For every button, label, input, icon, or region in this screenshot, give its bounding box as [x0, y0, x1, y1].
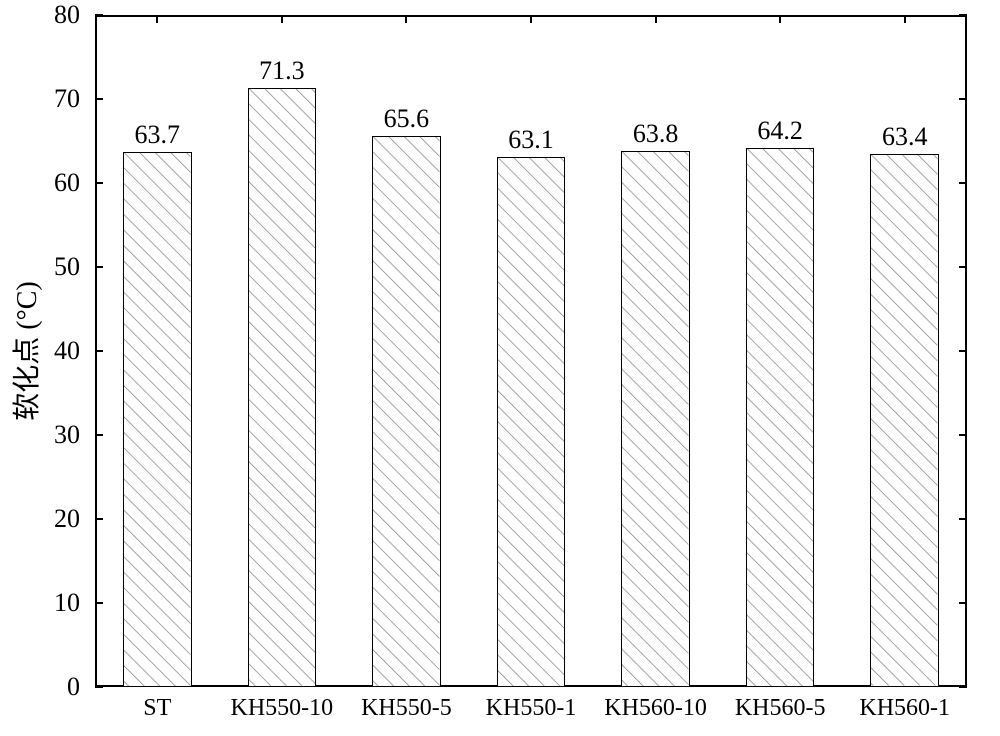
bar-hatch [498, 158, 565, 686]
y-tick-mark [95, 350, 103, 352]
bar-hatch [373, 137, 440, 686]
x-tick-label: KH550-5 [361, 695, 452, 722]
x-tick-mark [530, 15, 532, 23]
bar-value-label: 71.3 [259, 56, 305, 86]
x-tick-mark [281, 15, 283, 23]
bar-hatch [747, 149, 814, 686]
x-tick-label: KH560-10 [604, 695, 707, 722]
x-tick-mark [405, 15, 407, 23]
bar [621, 151, 690, 687]
bar [372, 136, 441, 687]
y-tick-label: 50 [0, 252, 80, 282]
x-tick-mark [156, 15, 158, 23]
bar-value-label: 64.2 [757, 116, 803, 146]
x-tick-mark [904, 15, 906, 23]
bar-value-label: 63.8 [633, 119, 679, 149]
y-tick-mark [959, 182, 967, 184]
y-tick-mark [959, 686, 967, 688]
x-tick-label: KH550-1 [486, 695, 577, 722]
y-tick-label: 70 [0, 84, 80, 114]
bar-hatch [249, 89, 316, 686]
y-tick-mark [95, 518, 103, 520]
y-tick-mark [95, 686, 103, 688]
x-tick-label: KH560-5 [735, 695, 826, 722]
y-tick-mark [95, 434, 103, 436]
y-tick-mark [95, 602, 103, 604]
x-tick-label: ST [143, 695, 171, 722]
y-tick-label: 40 [0, 336, 80, 366]
bar-value-label: 63.4 [882, 122, 928, 152]
x-tick-label: KH560-1 [859, 695, 950, 722]
y-tick-mark [95, 182, 103, 184]
y-tick-mark [959, 518, 967, 520]
y-tick-mark [959, 98, 967, 100]
bar [497, 157, 566, 687]
bar-value-label: 63.1 [508, 125, 554, 155]
bar [746, 148, 815, 687]
y-tick-label: 60 [0, 168, 80, 198]
bar-value-label: 65.6 [384, 104, 430, 134]
bar-hatch [124, 153, 191, 686]
x-tick-label: KH550-10 [231, 695, 334, 722]
y-tick-mark [95, 14, 103, 16]
y-tick-mark [959, 434, 967, 436]
y-tick-mark [95, 98, 103, 100]
x-tick-mark [779, 15, 781, 23]
y-tick-mark [959, 602, 967, 604]
bar [123, 152, 192, 687]
y-tick-label: 10 [0, 588, 80, 618]
bar-hatch [622, 152, 689, 686]
y-tick-mark [959, 350, 967, 352]
bar-hatch [871, 155, 938, 686]
bar [870, 154, 939, 687]
y-tick-label: 0 [0, 672, 80, 702]
softening-point-bar-chart: 软化点 (°C) 01020304050607080STKH550-10KH55… [0, 0, 1000, 736]
y-tick-label: 30 [0, 420, 80, 450]
y-tick-mark [959, 266, 967, 268]
y-tick-mark [959, 14, 967, 16]
y-tick-label: 80 [0, 0, 80, 30]
y-tick-label: 20 [0, 504, 80, 534]
bar-value-label: 63.7 [135, 120, 181, 150]
x-tick-mark [655, 15, 657, 23]
bar [248, 88, 317, 687]
y-tick-mark [95, 266, 103, 268]
